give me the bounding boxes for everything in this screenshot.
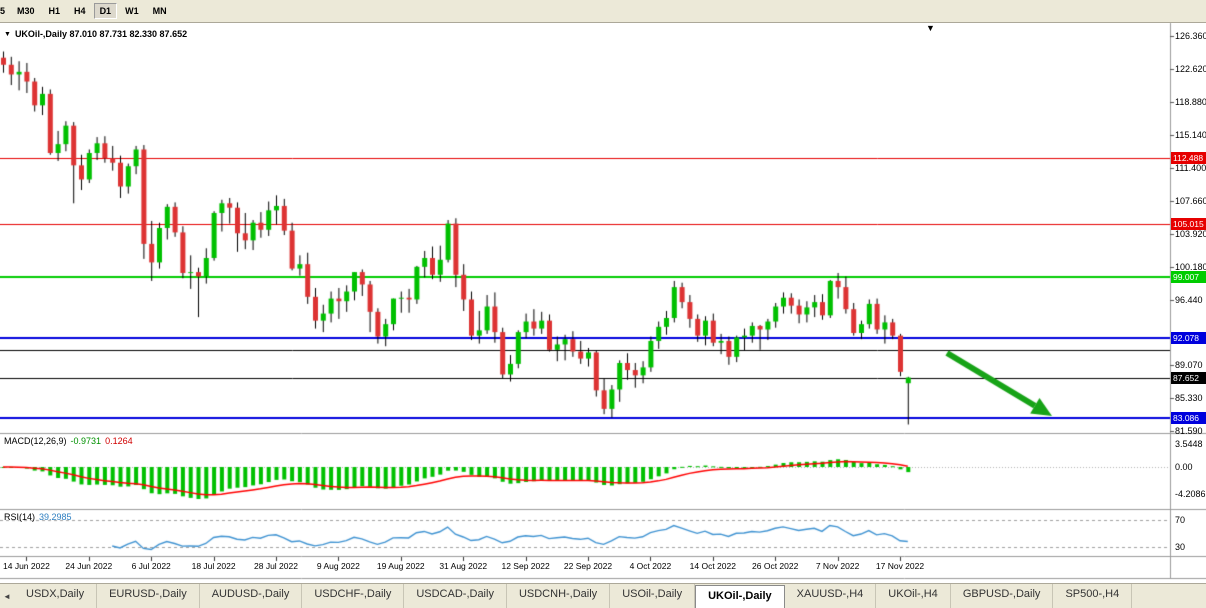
chart-tab-usdchfdaily[interactable]: USDCHF-,Daily	[302, 584, 405, 608]
macd-axis-label: -4.2086	[1175, 488, 1206, 499]
price-tick-label: 96.440	[1175, 294, 1203, 305]
chart-tab-usdxdaily[interactable]: USDX,Daily	[14, 584, 98, 608]
rsi-axis-label: 70	[1175, 514, 1186, 525]
price-level-badge: 112.488	[1171, 152, 1206, 165]
macd-axis-label: 0.00	[1175, 462, 1193, 472]
chart-tab-eurusddaily[interactable]: EURUSD-,Daily	[97, 584, 200, 608]
price-tick-label: 103.920	[1175, 228, 1206, 239]
chart-tab-usdcnhdaily[interactable]: USDCNH-,Daily	[507, 584, 611, 608]
price-tick-label: 118.880	[1175, 96, 1206, 107]
rsi-value: 39.2985	[39, 512, 72, 522]
chart-tab-gbpusddaily[interactable]: GBPUSD-,Daily	[951, 584, 1054, 608]
macd-axis-label: 3.5448	[1175, 439, 1203, 450]
chart-tab-bar: ◄ USDX,Daily EURUSD-,Daily AUDUSD-,Daily US…	[0, 583, 1206, 608]
price-level-badge: 99.007	[1171, 271, 1206, 284]
rsi-indicator-label: RSI(14) 39.2985	[4, 512, 72, 522]
price-level-badge: 83.086	[1171, 411, 1206, 424]
chart-symbol-title: UKOil-,Daily	[14, 29, 67, 39]
timeframe-button-m30[interactable]: M30	[17, 6, 35, 16]
chart-ohlc-values: 87.010 87.731 82.330 87.652	[69, 29, 188, 39]
chart-collapse-icon[interactable]: ▼	[4, 31, 11, 38]
chart-tab-usdcaddaily[interactable]: USDCAD-,Daily	[404, 584, 507, 608]
date-tick-label: 28 Jul 2022	[254, 561, 298, 571]
timeframe-button-5[interactable]: 5	[0, 6, 6, 16]
rsi-axis-label: 30	[1175, 541, 1186, 552]
price-tick-label: 89.070	[1175, 360, 1203, 371]
price-tick-label: 81.590	[1175, 426, 1203, 437]
date-tick-label: 18 Jul 2022	[191, 561, 236, 571]
price-tick-label: 115.140	[1175, 129, 1206, 140]
date-tick-label: 19 Aug 2022	[376, 561, 425, 571]
date-tick-label: 31 Aug 2022	[439, 561, 488, 571]
tab-scroll-left-icon[interactable]: ◄	[3, 592, 11, 601]
macd-signal-value: 0.1264	[105, 436, 133, 446]
timeframe-button-h4[interactable]: H4	[74, 6, 86, 16]
date-tick-label: 24 Jun 2022	[65, 561, 113, 571]
chart-tab-audusddaily[interactable]: AUDUSD-,Daily	[200, 584, 303, 608]
chart-tab-usoildaily[interactable]: USOil-,Daily	[610, 584, 696, 608]
timeframe-button-h1[interactable]: H1	[48, 6, 61, 16]
macd-name: MACD(12,26,9)	[4, 436, 67, 446]
chart-title-row: ▼ UKOil-,Daily 87.010 87.731 82.330 87.65…	[4, 29, 187, 39]
price-tick-label: 126.360	[1175, 31, 1206, 41]
price-tick-label: 100.180	[1175, 261, 1206, 272]
macd-main-value: -0.9731	[70, 436, 102, 446]
price-level-badge: 105.015	[1171, 218, 1206, 231]
chart-tab-ukoildaily[interactable]: UKOil-,Daily	[695, 585, 785, 608]
price-level-badge: 92.078	[1171, 332, 1206, 345]
date-tick-label: 9 Aug 2022	[316, 561, 360, 571]
chart-tab-xauusdh4[interactable]: XAUUSD-,H4	[785, 584, 877, 608]
date-tick-label: 26 Oct 2022	[752, 561, 799, 571]
price-tick-label: 122.620	[1175, 63, 1206, 74]
price-tick-label: 107.660	[1175, 195, 1206, 206]
date-tick-label: 17 Nov 2022	[875, 561, 925, 571]
price-tick-label: 111.400	[1175, 162, 1206, 173]
rsi-name: RSI(14)	[4, 512, 36, 522]
date-tick-label: 4 Oct 2022	[629, 561, 672, 571]
date-tick-label: 22 Sep 2022	[563, 561, 613, 571]
chart-tab-ukoilh4[interactable]: UKOil-,H4	[876, 584, 951, 608]
price-level-badge: 87.652	[1171, 371, 1206, 384]
date-tick-label: 12 Sep 2022	[501, 561, 550, 571]
date-tick-label: 14 Oct 2022	[689, 561, 736, 571]
date-tick-label: 7 Nov 2022	[815, 561, 860, 571]
timeframe-button-w1[interactable]: W1	[125, 6, 139, 16]
timeframe-toolbar: 5 M30 H1 H4 D1 W1 MN	[0, 0, 1206, 23]
timeframe-button-d1[interactable]: D1	[93, 3, 118, 19]
macd-indicator-label: MACD(12,26,9) -0.9731 0.1264	[4, 436, 133, 446]
price-tick-label: 85.330	[1175, 393, 1203, 404]
timeframe-button-mn[interactable]: MN	[152, 6, 167, 16]
date-tick-label: 14 Jun 2022	[3, 561, 50, 571]
date-tick-label: 6 Jul 2022	[131, 561, 171, 571]
down-arrow-marker-icon: ▼	[926, 23, 935, 33]
chart-tab-sp500h4[interactable]: SP500-,H4	[1053, 584, 1133, 608]
